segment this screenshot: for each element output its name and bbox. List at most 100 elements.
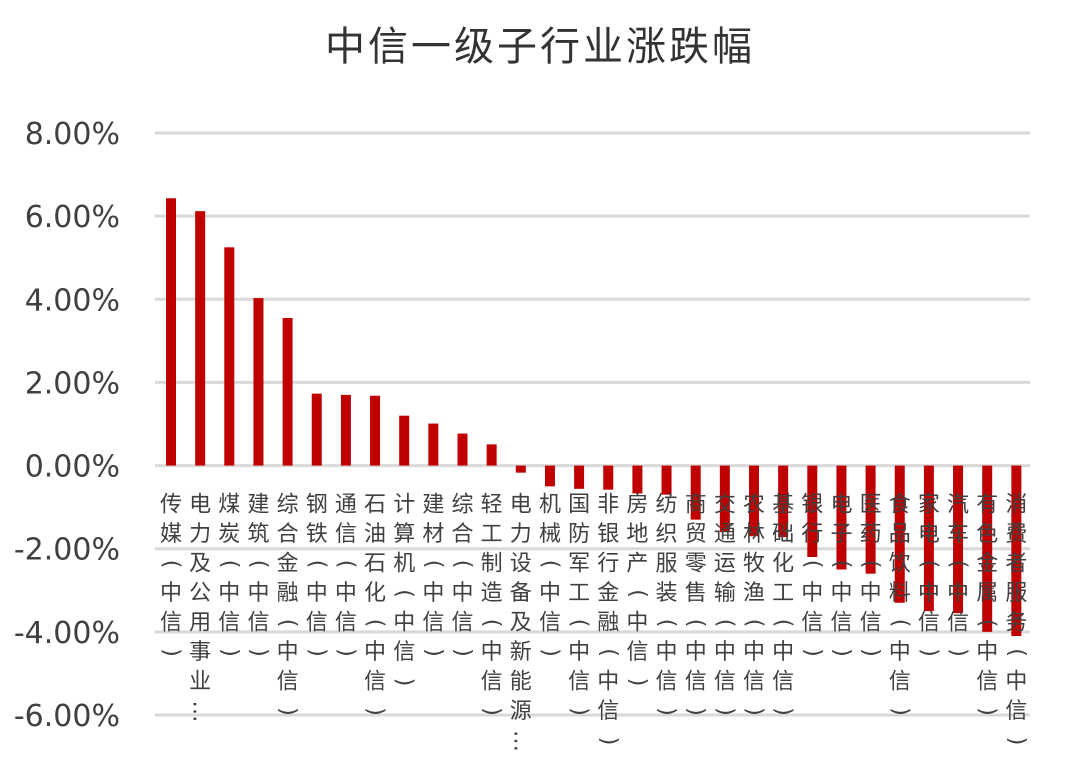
x-category-label: ) <box>829 648 854 657</box>
x-category-label: 用 <box>189 611 211 636</box>
x-category-label: 信 <box>1005 699 1027 724</box>
x-category-label: ) <box>975 707 1000 716</box>
bar <box>749 465 759 537</box>
x-category-label: 房 <box>626 493 648 518</box>
x-category-label: 力 <box>189 522 211 547</box>
x-category-label: 中 <box>889 640 911 665</box>
x-category-label: 信 <box>889 670 911 695</box>
y-tick-label: 0.00% <box>25 450 120 485</box>
x-category-label: 中 <box>772 640 794 665</box>
x-category-label: 通 <box>335 493 357 518</box>
x-category-label: ) <box>946 648 971 657</box>
x-category-label: 农 <box>743 493 765 518</box>
x-category-label: 防 <box>568 522 590 547</box>
x-category-label: 交 <box>714 493 736 518</box>
x-category-label: 中 <box>568 640 590 665</box>
x-category-label: 中 <box>218 581 240 606</box>
x-category-label: 设 <box>510 552 532 577</box>
x-category-label: 信 <box>481 670 503 695</box>
x-category-label: 信 <box>539 611 561 636</box>
bar <box>457 433 468 466</box>
x-category-label: 中 <box>801 581 823 606</box>
x-category-label: ) <box>567 707 592 716</box>
x-category-label: 国 <box>568 493 590 518</box>
x-category-label: 中 <box>160 581 182 606</box>
x-category-label: 银 <box>597 522 619 547</box>
bar <box>1011 465 1022 637</box>
x-category-label: … <box>508 730 533 752</box>
x-category-label: 医 <box>860 493 882 518</box>
x-category-label: 金 <box>976 552 998 577</box>
x-category-label: 中 <box>626 611 648 636</box>
x-category-label: 信 <box>947 611 969 636</box>
x-category-label: ) <box>916 648 941 657</box>
x-category-label: 信 <box>743 670 765 695</box>
x-category-label: 输 <box>714 581 736 606</box>
x-category-label: ( <box>916 560 941 569</box>
x-category-label: 筑 <box>247 522 269 547</box>
x-category-label: 中 <box>918 581 940 606</box>
x-category-label: 中 <box>364 640 386 665</box>
bar <box>370 395 381 466</box>
x-category-label: ) <box>537 648 562 657</box>
x-category-label: 电 <box>189 493 211 518</box>
x-category-label: ) <box>304 648 329 657</box>
x-category-label: 军 <box>568 552 590 577</box>
x-category-label: 信 <box>393 640 415 665</box>
x-category-label: ) <box>858 648 883 657</box>
x-category-label: 融 <box>597 611 619 636</box>
x-category-label: 中 <box>247 581 269 606</box>
x-category-label: 能 <box>510 670 532 695</box>
x-category-label: 合 <box>451 522 473 547</box>
x-category-label: ( <box>829 560 854 569</box>
x-category-label: 综 <box>451 493 473 518</box>
x-category-label: 新 <box>510 640 532 665</box>
bar <box>340 394 351 466</box>
x-category-label: 家 <box>918 493 940 518</box>
x-category-label: 金 <box>277 552 299 577</box>
x-category-label: 费 <box>1005 522 1027 547</box>
x-category-label: ) <box>654 707 679 716</box>
x-category-label: 算 <box>393 522 415 547</box>
x-category-label: ( <box>975 619 1000 628</box>
bar <box>807 465 818 558</box>
x-category-label: ( <box>567 619 592 628</box>
bar <box>865 465 876 574</box>
bar <box>953 465 964 614</box>
x-category-label: 纺 <box>656 493 678 518</box>
x-category-label: 中 <box>597 670 619 695</box>
x-category-label: ( <box>333 560 358 569</box>
x-category-label: 有 <box>976 493 998 518</box>
x-category-label: 料 <box>889 581 911 606</box>
x-category-label: 工 <box>568 581 590 606</box>
x-category-label: 零 <box>685 552 707 577</box>
x-category-label: ( <box>596 648 621 657</box>
bar <box>253 298 264 466</box>
x-category-label: 中 <box>306 581 328 606</box>
x-category-label: ) <box>333 648 358 657</box>
x-category-label: ) <box>450 648 475 657</box>
x-category-label: 中 <box>860 581 882 606</box>
x-category-label: ) <box>392 678 417 687</box>
x-category-label: 及 <box>189 552 211 577</box>
bar <box>719 465 730 533</box>
bar <box>399 415 410 466</box>
bar <box>515 465 526 473</box>
x-category-label: ) <box>742 707 767 716</box>
x-category-label: ( <box>421 560 446 569</box>
x-category-label: 信 <box>218 611 240 636</box>
x-category-label: 产 <box>626 552 648 577</box>
x-category-label: 煤 <box>218 493 240 518</box>
x-category-label: 工 <box>772 581 794 606</box>
x-category-label: ) <box>479 707 504 716</box>
x-category-label: 中 <box>743 640 765 665</box>
x-category-label: 信 <box>714 670 736 695</box>
x-category-label: 信 <box>160 611 182 636</box>
x-category-label: 装 <box>656 581 678 606</box>
x-category-label: 中 <box>685 640 707 665</box>
x-category-label: 业 <box>189 670 211 695</box>
x-category-label: 商 <box>685 493 707 518</box>
x-category-label: 务 <box>1005 611 1027 636</box>
x-category-label: 电 <box>510 493 532 518</box>
x-category-label: 信 <box>568 670 590 695</box>
